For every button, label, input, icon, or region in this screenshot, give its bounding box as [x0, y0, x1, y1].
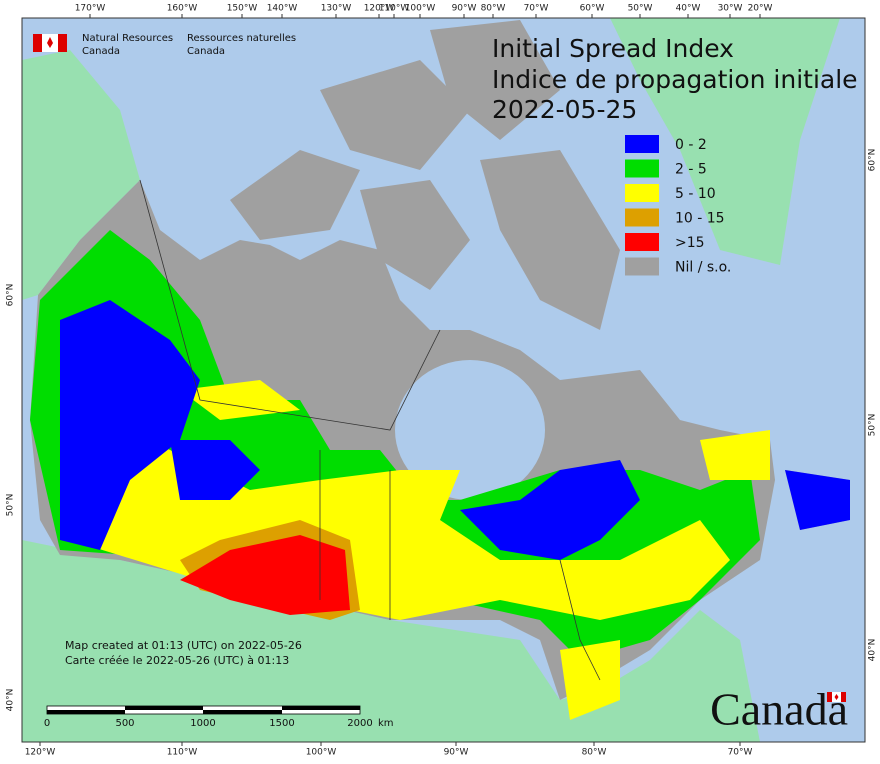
- graticule-label-top: 120°W: [364, 4, 395, 14]
- agency-en: Natural Resources: [82, 33, 173, 44]
- graticule-label-top: 150°W: [227, 4, 258, 14]
- scale-unit: km: [378, 718, 394, 729]
- graticule-label-top: 170°W: [75, 4, 106, 14]
- graticule-label-top: 130°W: [321, 4, 352, 14]
- graticule-label-bottom: 90°W: [444, 748, 469, 758]
- credit-fr: Carte créée le 2022-05-26 (UTC) à 01:13: [65, 654, 289, 667]
- date: 2022-05-25: [492, 95, 637, 124]
- flag-logo: [33, 34, 67, 52]
- graticule-label-left: 50°N: [6, 494, 16, 517]
- graticule-label-right: 40°N: [868, 639, 878, 662]
- graticule-label-top: 30°W: [718, 4, 743, 14]
- map-frame: [21, 17, 866, 743]
- scale-label: 500: [115, 718, 134, 729]
- graticule-label-bottom: 100°W: [306, 748, 337, 758]
- wordmark-flag: [827, 692, 846, 702]
- legend-swatch: [625, 208, 659, 227]
- agency-en-country: Canada: [82, 46, 120, 57]
- graticule-label-top: 20°W: [748, 4, 773, 14]
- legend-swatch: [625, 184, 659, 202]
- graticule-labels: 170°W 160°W 150°W 140°W 130°W 120°W110°W100°W…: [6, 4, 878, 758]
- graticule-label-top: 40°W: [676, 4, 701, 14]
- graticule-label-top: 60°W: [580, 4, 605, 14]
- graticule-label-top: 50°W: [628, 4, 653, 14]
- graticule-label-left: 40°N: [6, 689, 16, 712]
- graticule-label-bottom: 80°W: [582, 748, 607, 758]
- graticule-label-bottom: 110°W: [167, 748, 198, 758]
- legend: 0 - 2 2 - 5 5 - 10 10 - 15 >15 Nil / s.o.: [625, 135, 731, 276]
- graticule-label-left: 60°N: [6, 284, 16, 307]
- scale-label: 2000: [347, 718, 372, 729]
- graticule-label-top: 100°W: [405, 4, 436, 14]
- graticule-label-top: 90°W: [452, 4, 477, 14]
- scale-label: 1000: [190, 718, 215, 729]
- graticule-label-top: 140°W: [267, 4, 298, 14]
- legend-label: Nil / s.o.: [675, 260, 731, 276]
- legend-swatch: [625, 135, 659, 153]
- hudson-bay: [395, 360, 545, 500]
- scale-label: 1500: [269, 718, 294, 729]
- canada-wordmark: Canada: [710, 684, 848, 735]
- legend-swatch: [625, 159, 659, 178]
- subtitle: Indice de propagation initiale: [492, 65, 858, 94]
- graticule-label-top: 80°W: [481, 4, 506, 14]
- legend-label: 0 - 2: [675, 137, 707, 153]
- title: Initial Spread Index: [492, 34, 734, 63]
- scale-bar: 0 500 1000 1500 2000 km: [44, 705, 394, 729]
- agency-fr: Ressources naturelles: [187, 33, 296, 44]
- credit-en: Map created at 01:13 (UTC) on 2022-05-26: [65, 639, 302, 652]
- legend-label: 2 - 5: [675, 162, 707, 178]
- graticule-label-right: 60°N: [868, 149, 878, 172]
- graticule-label-bottom: 70°W: [728, 748, 753, 758]
- legend-label: 10 - 15: [675, 211, 725, 227]
- legend-swatch: [625, 257, 659, 276]
- graticule-label-bottom: 120°W: [25, 748, 56, 758]
- scale-label: 0: [44, 718, 50, 729]
- graticule-label-top: 110°W: [379, 4, 410, 14]
- border-lines: [139, 179, 601, 681]
- graticule-label-top: 70°W: [524, 4, 549, 14]
- legend-label: 5 - 10: [675, 186, 716, 202]
- legend-label: >15: [675, 235, 705, 251]
- graticule-label-top: 160°W: [167, 4, 198, 14]
- graticule-label-right: 50°N: [868, 414, 878, 437]
- legend-swatch: [625, 233, 659, 251]
- agency-fr-country: Canada: [187, 46, 225, 57]
- fire-index-patches: [30, 230, 850, 720]
